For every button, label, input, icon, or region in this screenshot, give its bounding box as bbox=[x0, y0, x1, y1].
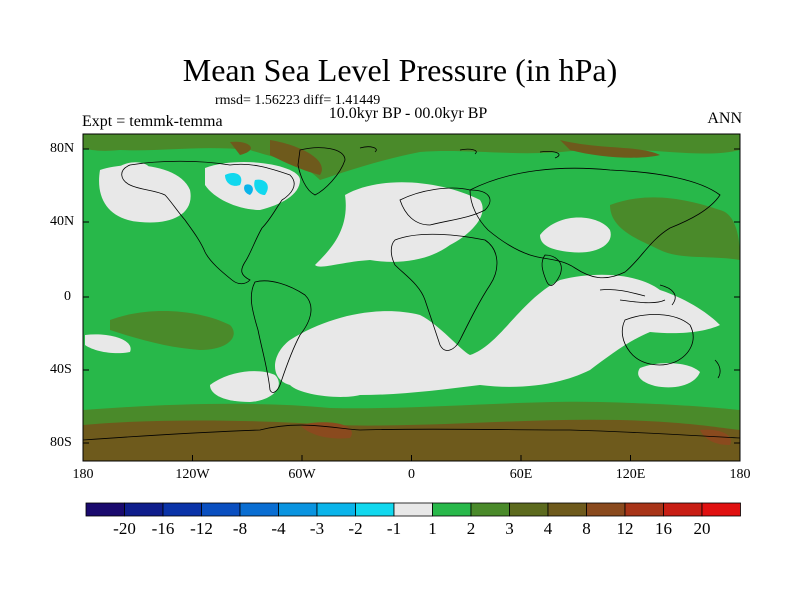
lat-label-80n: 80N bbox=[50, 141, 75, 156]
colorbar-label: 2 bbox=[466, 519, 476, 538]
lon-label-120w: 120W bbox=[175, 467, 210, 482]
field-white-asia bbox=[540, 217, 611, 253]
coast-africa bbox=[390, 233, 498, 351]
field-cyan-hudson bbox=[225, 173, 242, 186]
coast-maritime bbox=[599, 284, 676, 306]
map-plot-area bbox=[83, 134, 740, 461]
field-white-sio bbox=[638, 363, 700, 388]
colorbar-swatch bbox=[470, 502, 510, 517]
colorbar-label: 16 bbox=[655, 519, 672, 538]
lon-label-60w: 60W bbox=[288, 467, 316, 482]
colorbar-swatch bbox=[701, 502, 741, 517]
lon-label-60e: 60E bbox=[509, 467, 533, 482]
colorbar-label: -1 bbox=[386, 519, 402, 538]
lon-ticks bbox=[82, 455, 741, 461]
colorbar-label: -2 bbox=[348, 519, 363, 538]
lat-label-0: 0 bbox=[64, 289, 71, 304]
field-white-natl bbox=[315, 182, 483, 267]
colorbar-swatch bbox=[547, 502, 587, 517]
coast-south-america bbox=[250, 280, 312, 393]
field-epac-olive bbox=[110, 310, 234, 350]
colorbar-swatch bbox=[85, 502, 125, 517]
colorbar-swatch bbox=[393, 502, 433, 517]
colorbar-label: -3 bbox=[309, 519, 325, 538]
colorbar bbox=[85, 502, 741, 517]
lon-label-180e: 180 bbox=[729, 467, 751, 482]
field-white-npac bbox=[99, 165, 191, 223]
lat-label-40n: 40N bbox=[50, 214, 75, 229]
coast-arctic-islands bbox=[359, 146, 560, 159]
coast-nz bbox=[714, 359, 721, 379]
colorbar-label: 4 bbox=[543, 519, 553, 538]
lat-ticks bbox=[83, 148, 740, 444]
colorbar-swatch bbox=[124, 502, 164, 517]
lat-label-40s: 40S bbox=[50, 362, 72, 377]
coast-europe bbox=[399, 187, 491, 226]
rmsd-diff-stats: rmsd= 1.56223 diff= 1.41449 bbox=[215, 93, 381, 108]
coast-australia bbox=[621, 314, 694, 366]
colorbar-swatch bbox=[663, 502, 703, 517]
field-white-spac bbox=[85, 334, 131, 354]
coast-greenland bbox=[297, 147, 346, 196]
colorbar-swatch bbox=[624, 502, 664, 517]
coast-asia bbox=[469, 167, 721, 279]
colorbar-label: 12 bbox=[616, 519, 634, 538]
field-cyan-hudson-3 bbox=[244, 184, 253, 195]
colorbar-label: 3 bbox=[505, 519, 514, 538]
experiment-label: Expt = temmk-temma bbox=[82, 113, 223, 130]
colorbar-swatch bbox=[586, 502, 626, 517]
lat-label-80s: 80S bbox=[50, 435, 72, 450]
colorbar-label: -4 bbox=[271, 519, 286, 538]
colorbar-label: 1 bbox=[428, 519, 437, 538]
field-npac-olive bbox=[610, 197, 740, 260]
coastlines bbox=[83, 146, 740, 441]
chart-title: Mean Sea Level Pressure (in hPa) bbox=[182, 52, 618, 88]
colorbar-label: -20 bbox=[113, 519, 136, 538]
colorbar-label: -16 bbox=[151, 519, 175, 538]
colorbar-label: -8 bbox=[232, 519, 248, 538]
lon-label-180w: 180 bbox=[72, 467, 94, 482]
colorbar-swatch bbox=[316, 502, 356, 517]
colorbar-label: 8 bbox=[582, 519, 591, 538]
colorbar-swatch bbox=[162, 502, 202, 517]
field-south-brown bbox=[83, 419, 740, 461]
colorbar-swatch bbox=[201, 502, 241, 517]
colorbar-swatch bbox=[432, 502, 472, 517]
field-arctic-brown bbox=[230, 140, 660, 175]
coast-antarctica bbox=[83, 424, 740, 441]
lon-label-120e: 120E bbox=[615, 467, 646, 482]
field-white-sepac bbox=[210, 371, 279, 402]
colorbar-label: 20 bbox=[693, 519, 711, 538]
coast-india bbox=[541, 254, 562, 286]
field-white-nw bbox=[115, 162, 150, 170]
period-subtitle: 10.0kyr BP - 00.0kyr BP bbox=[328, 105, 488, 122]
colorbar-swatch bbox=[509, 502, 549, 517]
coast-north-america bbox=[121, 160, 295, 285]
colorbar-swatch bbox=[278, 502, 318, 517]
season-label: ANN bbox=[707, 110, 742, 127]
field-cyan-hudson-2 bbox=[254, 179, 268, 195]
field-white-satl-io bbox=[275, 274, 720, 397]
colorbar-label: -12 bbox=[190, 519, 213, 538]
lon-label-0: 0 bbox=[408, 467, 415, 482]
colorbar-swatch bbox=[355, 502, 395, 517]
colorbar-swatch bbox=[239, 502, 279, 517]
